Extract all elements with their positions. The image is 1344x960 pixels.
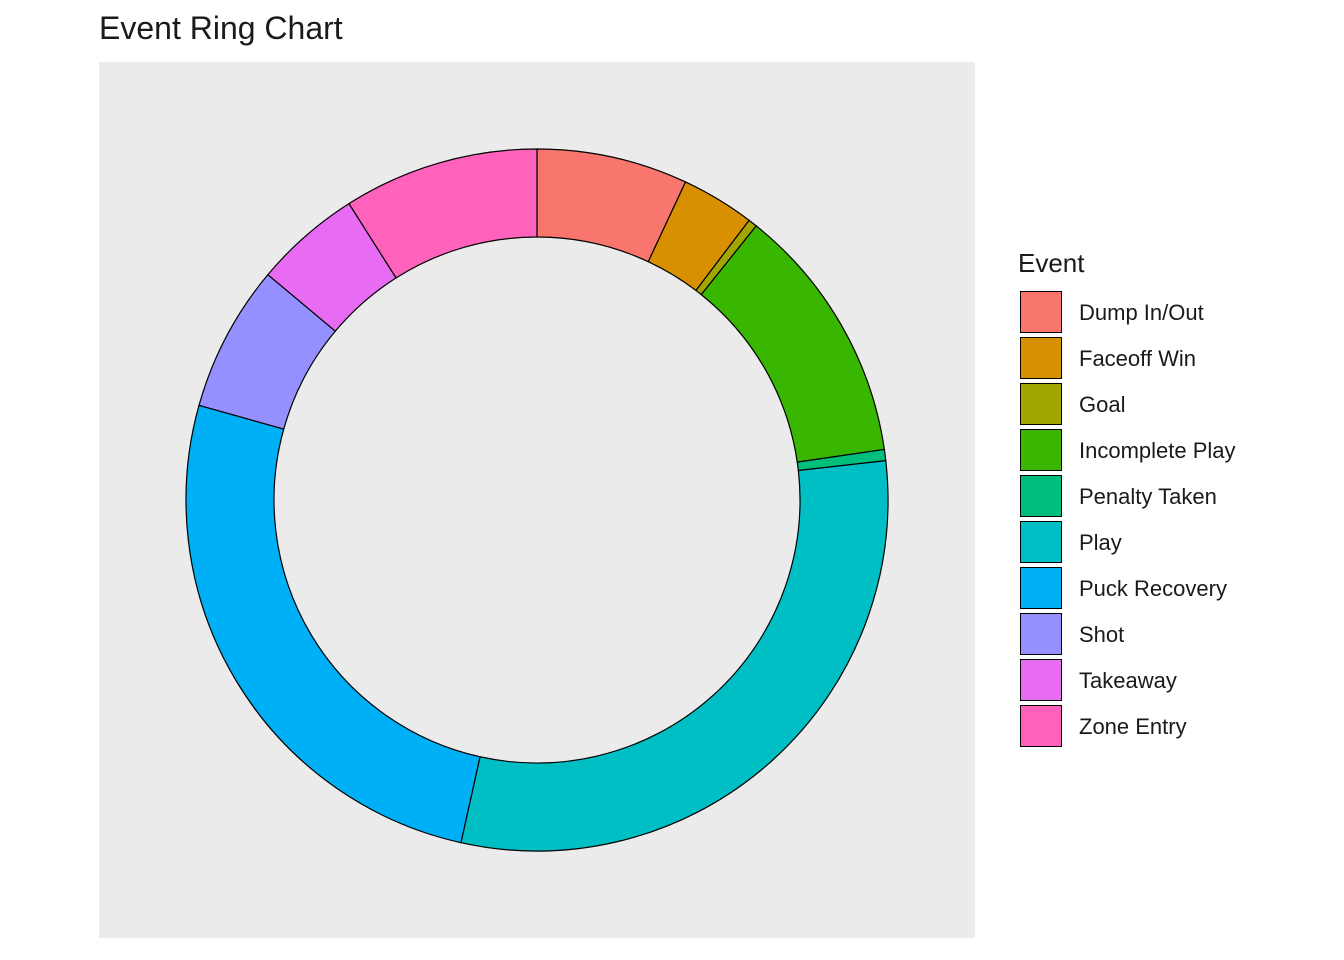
legend-title: Event (1018, 248, 1085, 278)
legend-item-goal: Goal (1018, 383, 1125, 429)
legend-item-play: Play (1018, 521, 1122, 567)
legend-label-takeaway: Takeaway (1079, 668, 1177, 693)
ring-slice-zone-entry (348, 148, 538, 279)
legend-label-incomplete-play: Incomplete Play (1079, 438, 1236, 463)
legend-label-shot: Shot (1079, 622, 1125, 647)
legend-key-penalty-taken (1020, 475, 1062, 517)
legend-item-zone-entry: Zone Entry (1018, 705, 1187, 751)
legend-key-shot (1020, 613, 1062, 655)
legend-label-penalty-taken: Penalty Taken (1079, 484, 1217, 509)
legend-key-play (1020, 521, 1062, 563)
legend-key-puck-recovery (1020, 567, 1062, 609)
legend-key-takeaway (1020, 659, 1062, 701)
legend-item-dump-in-out: Dump In/Out (1018, 291, 1204, 337)
legend-label-dump-in-out: Dump In/Out (1079, 300, 1204, 325)
legend-key-faceoff-win (1020, 337, 1062, 379)
legend-item-shot: Shot (1018, 613, 1124, 659)
ring-chart (185, 148, 889, 852)
legend-label-play: Play (1079, 530, 1122, 555)
ring-slice-incomplete-play (700, 225, 886, 463)
legend-item-puck-recovery: Puck Recovery (1018, 567, 1227, 613)
legend-item-penalty-taken: Penalty Taken (1018, 475, 1217, 521)
plot-panel (99, 62, 975, 938)
legend-label-goal: Goal (1079, 392, 1126, 417)
legend-item-takeaway: Takeaway (1018, 659, 1177, 705)
legend: Event Dump In/Out Faceoff Win Goal Incomple… (1018, 248, 1236, 751)
ring-slice-puck-recovery (185, 404, 481, 844)
legend-key-zone-entry (1020, 705, 1062, 747)
legend-key-dump-in-out (1020, 291, 1062, 333)
legend-key-goal (1020, 383, 1062, 425)
ring-slice-play (460, 459, 889, 852)
legend-item-faceoff-win: Faceoff Win (1018, 337, 1196, 383)
chart-title: Event Ring Chart (99, 10, 343, 46)
legend-key-incomplete-play (1020, 429, 1062, 471)
legend-item-incomplete-play: Incomplete Play (1018, 429, 1236, 475)
legend-items: Dump In/Out Faceoff Win Goal Incomplete Pla… (1018, 291, 1236, 751)
legend-label-faceoff-win: Faceoff Win (1079, 346, 1196, 371)
legend-label-zone-entry: Zone Entry (1079, 714, 1187, 739)
legend-label-puck-recovery: Puck Recovery (1079, 576, 1227, 601)
